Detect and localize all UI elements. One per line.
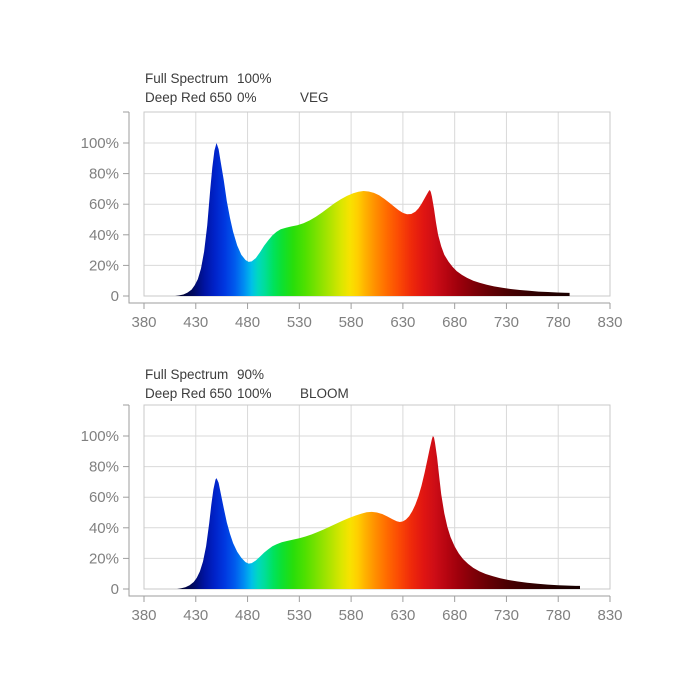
x-tick-label: 580 xyxy=(339,607,364,624)
x-tick-label: 480 xyxy=(235,607,260,624)
y-tick-label: 60% xyxy=(89,489,119,506)
y-tick-label: 80% xyxy=(89,166,119,183)
deep-red-value: 0% xyxy=(237,89,257,105)
y-tick-label: 0 xyxy=(111,581,119,598)
bloom-mode-label: BLOOM xyxy=(300,385,349,401)
x-tick-label: 830 xyxy=(597,607,622,624)
y-tick-label: 40% xyxy=(89,520,119,537)
full-spectrum-label: Full Spectrum xyxy=(145,367,229,382)
bloom-plot-area: 0 20% 40% 60% 80% 100% 380 430 480 530 580 630 680 73… xyxy=(0,393,700,643)
axis-lines xyxy=(128,405,610,597)
y-tick-label: 0 xyxy=(111,288,119,305)
deep-red-label: Deep Red 650 xyxy=(145,385,233,401)
bloom-spectrum-chart: Full Spectrum 90% Deep Red 650 100% BLOO… xyxy=(0,358,700,648)
full-spectrum-value: 100% xyxy=(237,71,272,86)
x-tick-label: 430 xyxy=(183,607,208,624)
y-tick-label: 100% xyxy=(81,428,119,445)
x-tick-label: 380 xyxy=(131,607,156,624)
spectrum-area-series xyxy=(177,436,580,589)
axis-lines xyxy=(128,112,610,304)
spectrum-area-series xyxy=(175,143,570,296)
y-tick-label: 60% xyxy=(89,196,119,213)
deep-red-label: Deep Red 650 xyxy=(145,89,233,105)
veg-spectrum-plot: 0 20% 40% 60% 80% 100% 380 430 480 530 580 630 680 73… xyxy=(81,111,623,331)
x-tick-label: 430 xyxy=(183,314,208,331)
x-tick-label: 780 xyxy=(546,607,571,624)
full-spectrum-label: Full Spectrum xyxy=(145,71,229,86)
bloom-spectrum-plot: 0 20% 40% 60% 80% 100% 380 430 480 530 580 630 680 73… xyxy=(81,404,623,624)
x-tick-label: 630 xyxy=(390,607,415,624)
header-row-full-spectrum: Full Spectrum 90% xyxy=(145,366,264,385)
x-tick-label: 480 xyxy=(235,314,260,331)
veg-plot-area: 0 20% 40% 60% 80% 100% 380 430 480 530 580 630 680 73… xyxy=(0,100,700,350)
y-tick-label: 20% xyxy=(89,257,119,274)
x-tick-label: 530 xyxy=(287,607,312,624)
y-tick-label: 100% xyxy=(81,135,119,152)
x-tick-label: 680 xyxy=(442,314,467,331)
bloom-chart-header: Full Spectrum 90% Deep Red 650 100% BLOO… xyxy=(145,366,349,404)
veg-spectrum-chart: Full Spectrum 100% Deep Red 650 0% VEG 0… xyxy=(0,60,700,350)
veg-chart-header: Full Spectrum 100% Deep Red 650 0% VEG xyxy=(145,70,329,108)
x-tick-label: 780 xyxy=(546,314,571,331)
header-row-full-spectrum: Full Spectrum 100% xyxy=(145,70,272,89)
full-spectrum-value: 90% xyxy=(237,367,265,382)
x-tick-label: 680 xyxy=(442,607,467,624)
y-tick-label: 20% xyxy=(89,550,119,567)
header-row-deep-red: Deep Red 650 0% VEG xyxy=(145,89,329,108)
y-tick-label: 80% xyxy=(89,459,119,476)
y-tick-label: 40% xyxy=(89,227,119,244)
x-tick-label: 730 xyxy=(494,314,519,331)
x-tick-label: 830 xyxy=(597,314,622,331)
x-tick-label: 530 xyxy=(287,314,312,331)
veg-mode-label: VEG xyxy=(300,89,329,105)
x-tick-label: 730 xyxy=(494,607,519,624)
header-row-deep-red: Deep Red 650 100% BLOOM xyxy=(145,385,349,404)
x-tick-label: 380 xyxy=(131,314,156,331)
x-tick-label: 580 xyxy=(339,314,364,331)
x-tick-label: 630 xyxy=(390,314,415,331)
deep-red-value: 100% xyxy=(237,385,272,401)
